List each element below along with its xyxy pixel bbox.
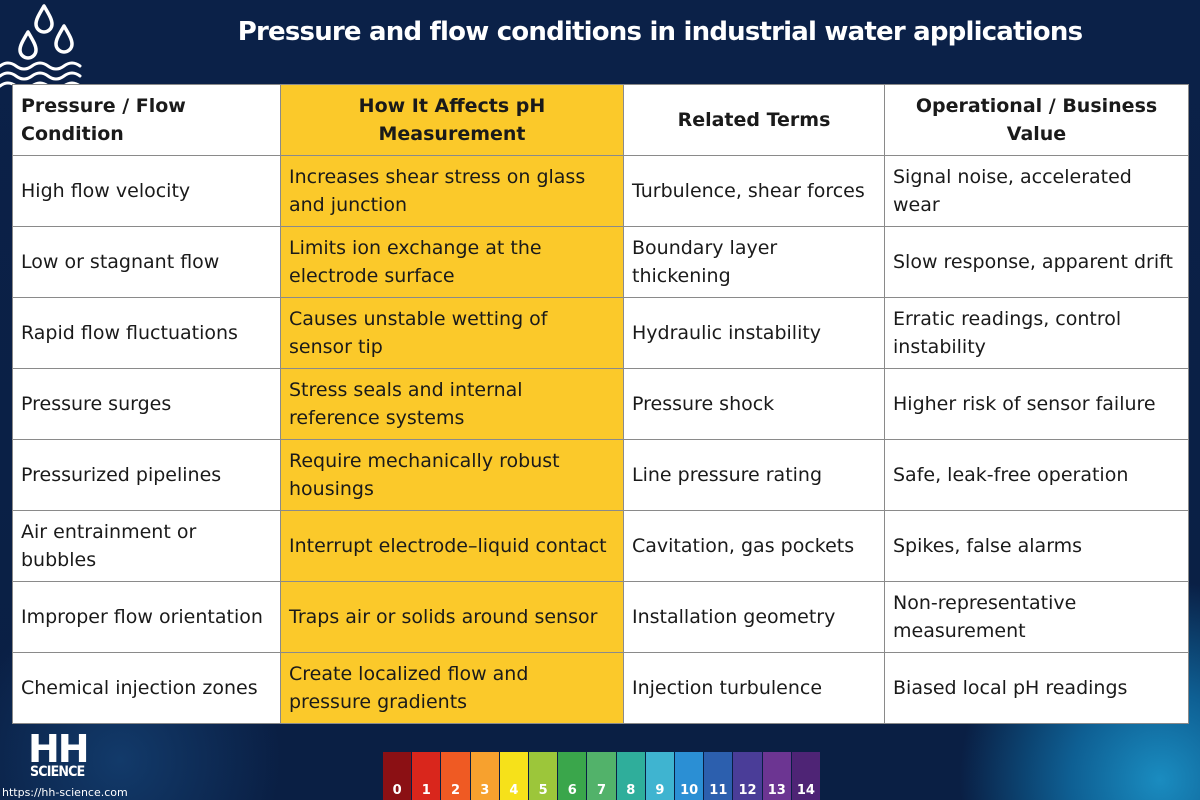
header-business-value: Operational / Business Value bbox=[884, 84, 1189, 156]
ph-scale-cell: 13 bbox=[762, 752, 791, 800]
ph-scale-label: 1 bbox=[421, 783, 431, 798]
condition-cell: Low or stagnant flow bbox=[12, 226, 281, 298]
table-row: Low or stagnant flow Limits ion exchange… bbox=[12, 226, 1189, 298]
ph-scale-label: 14 bbox=[796, 783, 815, 798]
table-header-row: Pressure / Flow Condition How It Affects… bbox=[12, 84, 1189, 156]
ph-effect-cell: Traps air or solids around sensor bbox=[280, 581, 624, 653]
ph-scale-label: 2 bbox=[450, 783, 461, 798]
ph-effect-cell: Create localized flow and pressure gradi… bbox=[280, 652, 624, 724]
ph-scale-cell: 4 bbox=[499, 752, 529, 800]
ph-effect-cell: Interrupt electrode–liquid contact bbox=[280, 510, 624, 582]
business-value-cell: Signal noise, accelerated wear bbox=[884, 155, 1189, 227]
header-related-terms: Related Terms bbox=[623, 84, 885, 156]
ph-scale-label: 9 bbox=[655, 783, 665, 798]
ph-scale-cell: 11 bbox=[704, 752, 733, 800]
ph-scale-cell: 10 bbox=[675, 752, 704, 800]
related-terms-cell: Cavitation, gas pockets bbox=[623, 510, 885, 582]
ph-scale-cell: 3 bbox=[470, 752, 499, 800]
condition-cell: Air entrainment or bubbles bbox=[12, 510, 281, 582]
ph-scale-cell: 12 bbox=[733, 752, 762, 800]
table-row: Pressure surges Stress seals and interna… bbox=[12, 368, 1189, 440]
business-value-cell: Non-representative measurement bbox=[884, 581, 1189, 653]
logo-hh-text: HH bbox=[28, 727, 90, 771]
ph-scale-label: 12 bbox=[738, 783, 757, 798]
ph-scale-cell: 0 bbox=[383, 752, 412, 800]
business-value-cell: Biased local pH readings bbox=[884, 652, 1189, 724]
table-row: Air entrainment or bubbles Interrupt ele… bbox=[12, 510, 1189, 582]
ph-scale-label: 8 bbox=[626, 783, 636, 798]
ph-effect-cell: Limits ion exchange at the electrode sur… bbox=[280, 226, 624, 298]
ph-scale-bar: 0 1 2 3 4 5 6 7 8 9 10 11 12 13 14 bbox=[383, 752, 821, 800]
business-value-cell: Spikes, false alarms bbox=[884, 510, 1189, 582]
ph-scale-cell: 7 bbox=[587, 752, 616, 800]
condition-cell: Rapid flow fluctuations bbox=[12, 297, 281, 369]
ph-scale-label: 10 bbox=[680, 783, 699, 798]
ph-scale-label: 13 bbox=[767, 783, 786, 798]
ph-scale-cell: 6 bbox=[558, 752, 587, 800]
related-terms-cell: Pressure shock bbox=[623, 368, 885, 440]
ph-effect-cell: Require mechanically robust housings bbox=[280, 439, 624, 511]
related-terms-cell: Turbulence, shear forces bbox=[623, 155, 885, 227]
condition-cell: Pressure surges bbox=[12, 368, 281, 440]
ph-scale-label: 11 bbox=[709, 783, 728, 798]
business-value-cell: Higher risk of sensor failure bbox=[884, 368, 1189, 440]
ph-effect-cell: Increases shear stress on glass and junc… bbox=[280, 155, 624, 227]
condition-cell: Chemical injection zones bbox=[12, 652, 281, 724]
ph-scale-cell: 8 bbox=[616, 752, 645, 800]
ph-scale-label: 0 bbox=[392, 783, 402, 798]
ph-scale-cell: 2 bbox=[441, 752, 470, 800]
ph-scale-cell: 5 bbox=[529, 752, 558, 800]
ph-scale-label: 5 bbox=[538, 783, 548, 798]
ph-effect-cell: Stress seals and internal reference syst… bbox=[280, 368, 624, 440]
condition-cell: High flow velocity bbox=[12, 155, 281, 227]
ph-scale-label: 7 bbox=[597, 783, 607, 798]
table-row: Pressurized pipelines Require mechanical… bbox=[12, 439, 1189, 511]
header-condition: Pressure / Flow Condition bbox=[12, 84, 281, 156]
ph-effect-cell: Causes unstable wetting of sensor tip bbox=[280, 297, 624, 369]
related-terms-cell: Boundary layer thickening bbox=[623, 226, 885, 298]
table-row: Rapid flow fluctuations Causes unstable … bbox=[12, 297, 1189, 369]
logo-science-text: SCIENCE bbox=[30, 764, 85, 780]
ph-scale-cell: 9 bbox=[645, 752, 675, 800]
hh-science-logo: HH SCIENCE bbox=[28, 730, 98, 782]
related-terms-cell: Line pressure rating bbox=[623, 439, 885, 511]
website-url: https://hh-science.com bbox=[2, 786, 128, 799]
related-terms-cell: Injection turbulence bbox=[623, 652, 885, 724]
page-title: Pressure and flow conditions in industri… bbox=[237, 17, 1083, 47]
table-row: Chemical injection zones Create localize… bbox=[12, 652, 1189, 724]
table-row: High flow velocity Increases shear stres… bbox=[12, 155, 1189, 227]
condition-cell: Pressurized pipelines bbox=[12, 439, 281, 511]
condition-cell: Improper flow orientation bbox=[12, 581, 281, 653]
ph-scale-label: 4 bbox=[509, 783, 519, 798]
related-terms-cell: Installation geometry bbox=[623, 581, 885, 653]
water-drops-icon bbox=[0, 4, 82, 90]
ph-scale-label: 3 bbox=[480, 783, 490, 798]
ph-scale-cell: 14 bbox=[791, 752, 821, 800]
related-terms-cell: Hydraulic instability bbox=[623, 297, 885, 369]
business-value-cell: Erratic readings, control instability bbox=[884, 297, 1189, 369]
header-ph-effect: How It Affects pH Measurement bbox=[280, 84, 624, 156]
ph-scale-cell: 1 bbox=[412, 752, 441, 800]
business-value-cell: Slow response, apparent drift bbox=[884, 226, 1189, 298]
table-row: Improper flow orientation Traps air or s… bbox=[12, 581, 1189, 653]
ph-scale-label: 6 bbox=[567, 783, 577, 798]
comparison-table: Pressure / Flow Condition How It Affects… bbox=[12, 84, 1189, 724]
business-value-cell: Safe, leak-free operation bbox=[884, 439, 1189, 511]
